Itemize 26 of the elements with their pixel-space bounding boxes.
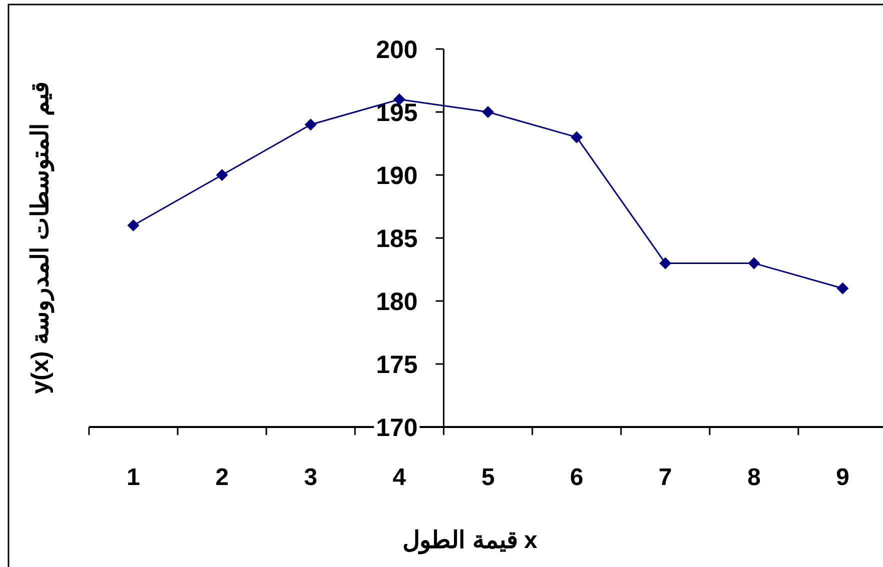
point: [748, 257, 760, 270]
x-tick-label: 7: [658, 464, 672, 491]
y-tick-label: 180: [376, 288, 418, 316]
y-tick-label: 195: [376, 99, 418, 127]
x-tick-label: 4: [392, 464, 407, 491]
point: [570, 131, 583, 144]
point: [482, 106, 494, 118]
x-axis-title: قيمة الطول x: [402, 527, 538, 555]
point: [216, 169, 228, 181]
x-tick-label: 6: [570, 464, 584, 491]
point: [836, 282, 849, 294]
point: [304, 118, 317, 131]
point: [127, 219, 140, 232]
y-tick-label: 190: [376, 162, 418, 190]
y-tick-label: 200: [376, 36, 418, 64]
x-tick-label: 1: [126, 464, 140, 491]
x-tick-label: 5: [481, 464, 495, 491]
x-tick-label: 9: [836, 464, 850, 491]
point: [659, 257, 672, 270]
y-tick-label: 170: [376, 414, 418, 442]
y-tick-label: 185: [376, 225, 418, 253]
x-tick-label: 2: [215, 464, 229, 491]
x-tick-label: 8: [747, 464, 761, 491]
y-tick-label: 175: [376, 351, 418, 379]
y-axis-title: y(x) قيم المتوسطات المدروسة: [27, 82, 55, 394]
x-tick-label: 3: [304, 464, 318, 491]
